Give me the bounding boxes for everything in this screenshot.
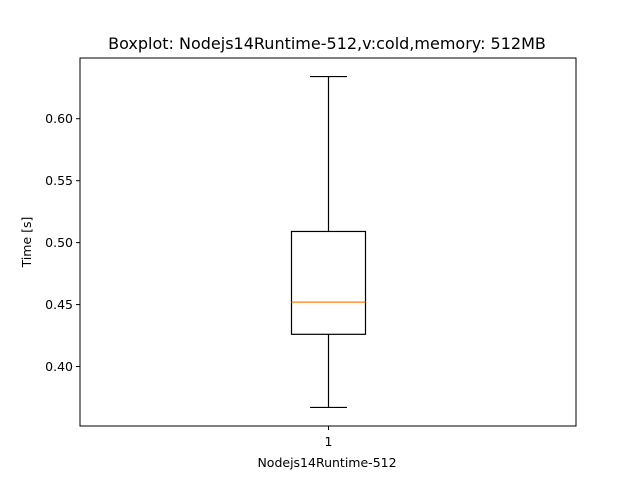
y-tick-label: 0.55: [45, 173, 73, 188]
y-tick-label: 0.45: [45, 297, 73, 312]
y-tick-label: 0.50: [45, 235, 73, 250]
y-axis-label: Time [s]: [19, 217, 34, 269]
x-axis-label: Nodejs14Runtime-512: [257, 455, 396, 470]
box-iqr: [290, 230, 367, 335]
x-tick-label: 1: [325, 434, 333, 449]
x-axis: 1: [325, 426, 333, 449]
chart-title: Boxplot: Nodejs14Runtime-512,v:cold,memo…: [108, 34, 546, 53]
y-tick-label: 0.40: [45, 359, 73, 374]
box-group: [290, 75, 367, 409]
y-axis: 0.40 0.45 0.50 0.55 0.60: [45, 111, 80, 374]
y-tick-label: 0.60: [45, 111, 73, 126]
